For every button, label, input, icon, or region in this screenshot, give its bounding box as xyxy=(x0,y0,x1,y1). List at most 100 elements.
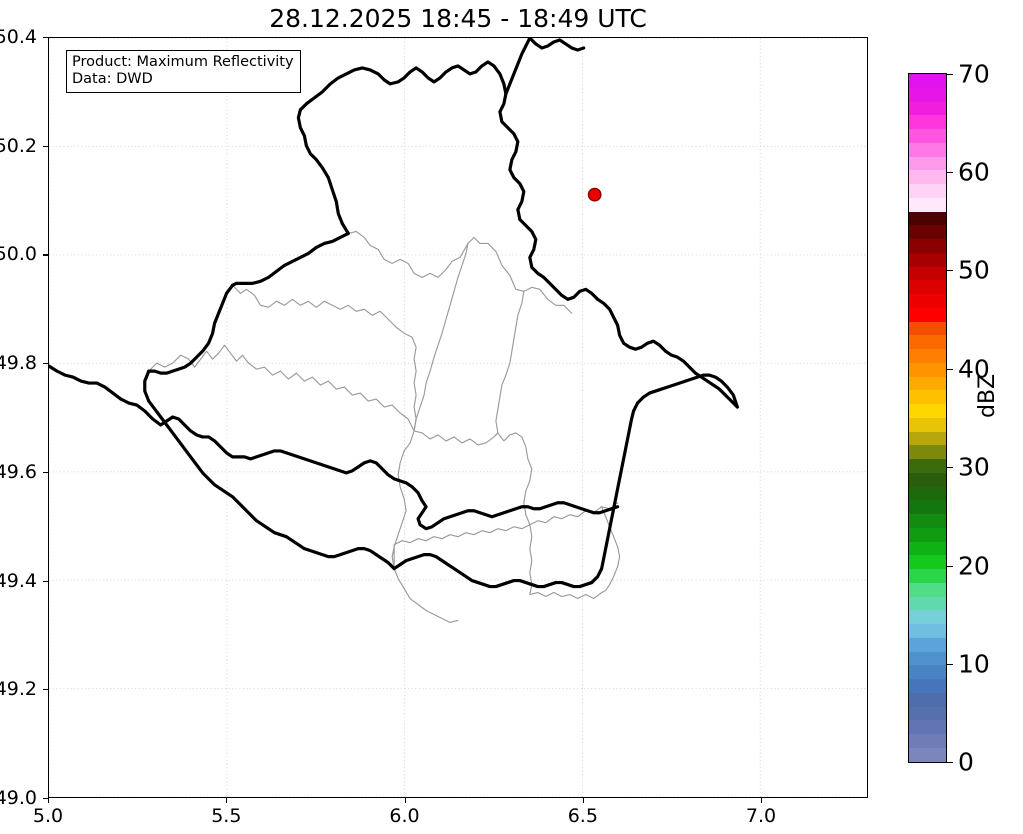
country-border-luxembourg xyxy=(143,60,739,589)
gridlines xyxy=(49,38,867,797)
colorbar-segment xyxy=(909,390,946,404)
ytick-mark xyxy=(43,145,48,147)
map-plot-area[interactable] xyxy=(48,37,868,798)
colorbar-segment xyxy=(909,280,946,294)
xtick-label-0: 5.0 xyxy=(32,805,64,827)
colorbar-segment xyxy=(909,239,946,253)
colorbar-segment xyxy=(909,307,946,322)
colorbar-segment xyxy=(909,431,946,446)
international-borders xyxy=(49,38,620,531)
colorbar-segment xyxy=(909,362,946,377)
ytick-label-5: 50.0 xyxy=(0,243,37,266)
colorbar-segment xyxy=(909,665,946,679)
colorbar-segment xyxy=(909,115,946,129)
ytick-label-1: 49.2 xyxy=(0,678,37,701)
colorbar-segment xyxy=(909,142,946,157)
ytick-label-0: 49.0 xyxy=(0,787,37,809)
colorbar-segment xyxy=(909,527,946,542)
colorbar-segment xyxy=(909,582,946,597)
colorbar-segment xyxy=(909,747,946,762)
colorbar-tick-mark xyxy=(947,762,953,764)
colorbar-segment xyxy=(909,335,946,349)
info-data-line: Data: DWD xyxy=(72,71,153,88)
xtick-mark xyxy=(582,798,584,803)
xtick-label-2: 6.0 xyxy=(389,805,420,827)
colorbar-tick-mark xyxy=(947,270,953,272)
xtick-label-3: 6.5 xyxy=(567,805,598,827)
colorbar-tick-label-3: 30 xyxy=(958,452,990,482)
colorbar-tick-mark xyxy=(947,566,953,568)
map-canvas xyxy=(49,38,867,797)
xtick-mark xyxy=(404,798,406,803)
colorbar-segment xyxy=(909,129,946,143)
ytick-label-6: 50.2 xyxy=(0,134,37,157)
colorbar-segment xyxy=(909,74,946,88)
colorbar-segment xyxy=(909,637,946,652)
page-title: 28.12.2025 18:45 - 18:49 UTC xyxy=(269,4,647,33)
colorbar-tick-mark xyxy=(947,664,953,666)
colorbar[interactable]: 0 10 20 30 40 50 60 70 xyxy=(908,60,990,777)
colorbar-tick-mark xyxy=(947,74,953,76)
colorbar-segment xyxy=(909,87,946,102)
ytick-mark xyxy=(43,363,48,365)
colorbar-segment xyxy=(909,459,946,473)
colorbar-segment xyxy=(909,211,946,226)
radar-site-marker[interactable] xyxy=(587,187,602,202)
info-product-line: Product: Maximum Reflectivity xyxy=(72,54,294,70)
ytick-mark xyxy=(43,471,48,474)
colorbar-segment xyxy=(909,184,946,198)
colorbar-segment xyxy=(909,101,946,116)
ytick-mark xyxy=(43,580,48,582)
colorbar-tick-mark xyxy=(947,172,953,174)
ytick-label-4: 49.8 xyxy=(0,352,37,375)
ytick-mark xyxy=(43,798,48,800)
ytick-mark xyxy=(43,37,48,39)
colorbar-tick-label-1: 10 xyxy=(958,649,990,679)
colorbar-tick-mark xyxy=(947,467,953,469)
colorbar-tick-mark xyxy=(947,369,953,371)
colorbar-segment xyxy=(909,692,946,707)
ytick-mark xyxy=(43,689,48,691)
colorbar-segment xyxy=(909,445,946,459)
colorbar-segment xyxy=(909,404,946,418)
ytick-mark xyxy=(43,254,48,256)
colorbar-tick-label-6: 60 xyxy=(958,157,990,187)
colorbar-tick-label-5: 50 xyxy=(958,255,990,285)
colorbar-segment xyxy=(909,156,946,171)
xtick-label-1: 5.5 xyxy=(211,805,242,827)
colorbar-segment xyxy=(909,197,946,212)
ytick-label-2: 49.4 xyxy=(0,569,37,592)
ytick-label-7: 50.4 xyxy=(0,26,37,48)
colorbar-segment xyxy=(909,170,946,184)
colorbar-axis-label: dBZ xyxy=(975,373,1000,418)
xtick-mark xyxy=(48,798,50,803)
colorbar-segment xyxy=(909,321,946,336)
colorbar-segment xyxy=(909,349,946,363)
product-info-box: Product: Maximum Reflectivity Data: DWD xyxy=(66,50,301,94)
colorbar-tick-label-4: 40 xyxy=(958,354,990,384)
colorbar-segment xyxy=(909,486,946,501)
colorbar-segment xyxy=(909,555,946,569)
colorbar-segment xyxy=(909,500,946,514)
colorbar-segment xyxy=(909,376,946,391)
colorbar-segment xyxy=(909,596,946,611)
colorbar-tick-label-0: 0 xyxy=(958,747,974,777)
ytick-label-3: 49.6 xyxy=(0,460,37,483)
xtick-mark xyxy=(226,798,228,803)
colorbar-segment xyxy=(909,514,946,528)
colorbar-segment xyxy=(909,720,946,734)
colorbar-segment xyxy=(909,651,946,666)
xtick-label-4: 7.0 xyxy=(745,805,777,827)
colorbar-gradient xyxy=(908,73,947,763)
colorbar-segment xyxy=(909,294,946,308)
colorbar-segment xyxy=(909,569,946,583)
colorbar-segment xyxy=(909,225,946,239)
colorbar-segment xyxy=(909,472,946,487)
colorbar-segment xyxy=(909,541,946,556)
colorbar-tick-label-2: 20 xyxy=(958,551,990,581)
xtick-mark xyxy=(761,798,763,803)
colorbar-segment xyxy=(909,624,946,638)
canton-boundaries xyxy=(148,230,621,624)
colorbar-segment xyxy=(909,706,946,721)
